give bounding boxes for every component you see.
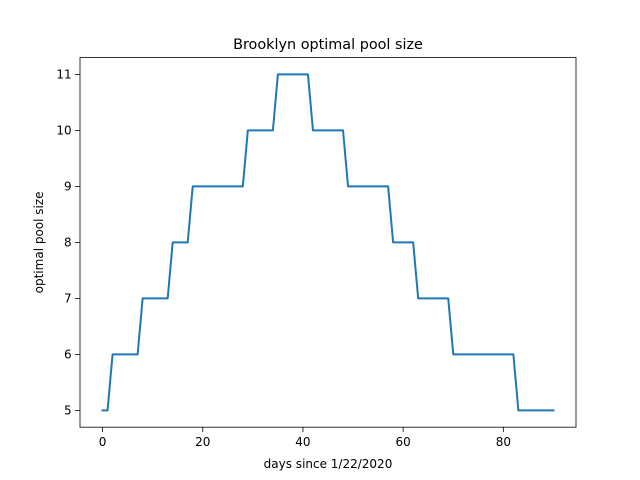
x-tick-label: 0 bbox=[99, 435, 107, 449]
y-axis-label: optimal pool size bbox=[32, 191, 46, 293]
plot-area bbox=[80, 57, 576, 428]
series-layer bbox=[101, 73, 555, 412]
y-tick-label: 6 bbox=[64, 348, 72, 362]
y-axis-ticks: 5 6 7 8 9 10 11 bbox=[56, 68, 80, 418]
x-axis-ticks: 0 20 40 60 80 bbox=[99, 427, 511, 449]
x-tick-label: 20 bbox=[195, 435, 210, 449]
x-tick-label: 40 bbox=[295, 435, 310, 449]
y-tick-label: 10 bbox=[56, 124, 71, 138]
chart-title: Brooklyn optimal pool size bbox=[233, 37, 423, 53]
x-axis-label: days since 1/22/2020 bbox=[264, 457, 393, 471]
series-line bbox=[101, 73, 555, 412]
y-tick-label: 9 bbox=[64, 180, 72, 194]
y-tick-label: 11 bbox=[56, 68, 71, 82]
y-tick-label: 5 bbox=[64, 404, 72, 418]
y-tick-label: 8 bbox=[64, 236, 72, 250]
x-tick-label: 80 bbox=[496, 435, 511, 449]
x-tick-label: 60 bbox=[396, 435, 411, 449]
y-tick-label: 7 bbox=[64, 292, 72, 306]
